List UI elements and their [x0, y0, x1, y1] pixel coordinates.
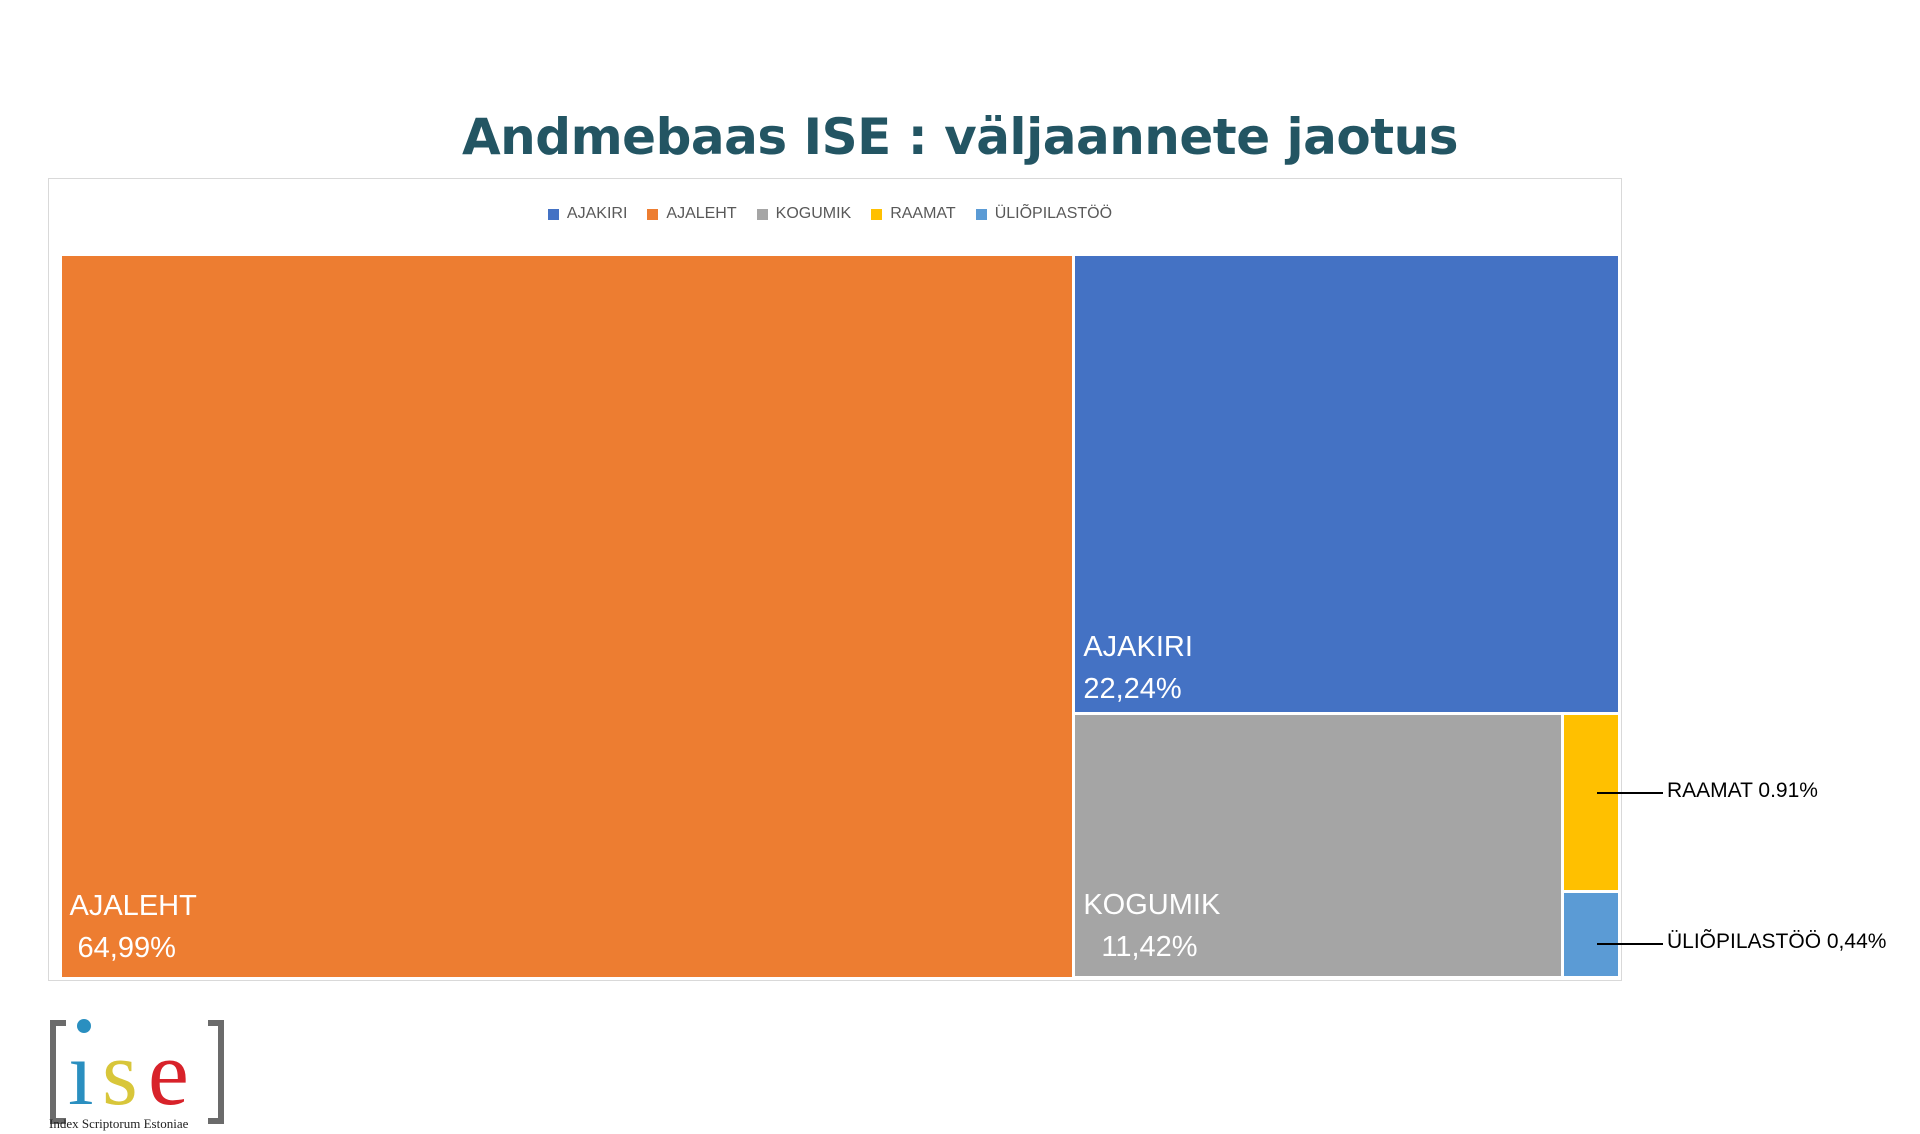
- tile-label-ajakiri: AJAKIRI 22,24%: [1083, 626, 1193, 710]
- treemap-tile-ajakiri: AJAKIRI 22,24%: [1075, 255, 1619, 713]
- tile-value-ajakiri: 22,24%: [1083, 673, 1182, 706]
- legend-label-raamat: RAAMAT: [890, 205, 956, 222]
- tile-label-ajaleht: AJALEHT 64,99%: [70, 885, 197, 969]
- tile-name-ajaleht: AJALEHT: [69, 889, 197, 922]
- legend-swatch-kogumik: [756, 208, 768, 220]
- logo-letter-e: e: [148, 1022, 189, 1124]
- legend-swatch-ajakiri: [547, 208, 559, 220]
- callout-label-uliopilastoo: ÜLIÕPILASTÖÖ 0,44%: [1667, 930, 1887, 953]
- logo-letter-s: s: [102, 1022, 138, 1124]
- logo-i-dot: [77, 1019, 91, 1033]
- legend-label-uliopilastoo: ÜLIÕPILASTÖÖ: [994, 205, 1113, 222]
- legend-item-ajakiri: AJAKIRI: [547, 205, 628, 223]
- treemap-tile-raamat: [1563, 715, 1619, 891]
- tile-name-kogumik: KOGUMIK: [1083, 889, 1221, 922]
- chart-legend: AJAKIRI AJALEHT KOGUMIK RAAMAT ÜLIÕPILAS…: [0, 205, 1660, 223]
- tile-value-kogumik: 11,42%: [1101, 931, 1198, 964]
- callout-label-raamat: RAAMAT 0.91%: [1667, 779, 1818, 802]
- tile-name-ajakiri: AJAKIRI: [1083, 631, 1193, 664]
- legend-swatch-raamat: [871, 208, 883, 220]
- legend-label-ajaleht: AJALEHT: [666, 205, 737, 222]
- legend-item-kogumik: KOGUMIK: [756, 205, 852, 223]
- logo-caption: Index Scriptorum Estoniae: [49, 1116, 189, 1131]
- logo-bracket-left: [50, 1020, 66, 1124]
- treemap-tile-kogumik: KOGUMIK 11,42%: [1075, 715, 1561, 977]
- callout-line-uliopilastoo: [1597, 943, 1663, 945]
- chart-title: Andmebaas ISE : väljaannete jaotus: [461, 108, 1459, 166]
- treemap-tile-ajaleht: AJALEHT 64,99%: [61, 255, 1073, 977]
- legend-swatch-ajaleht: [647, 208, 659, 220]
- callout-line-raamat: [1597, 792, 1663, 794]
- legend-item-raamat: RAAMAT: [871, 205, 956, 223]
- logo-letter-i: ı: [68, 1022, 94, 1124]
- ise-logo: ı s e: [50, 1019, 224, 1124]
- legend-label-ajakiri: AJAKIRI: [566, 205, 628, 222]
- legend-label-kogumik: KOGUMIK: [775, 205, 852, 222]
- legend-item-ajaleht: AJALEHT: [647, 205, 737, 223]
- legend-swatch-uliopilastoo: [975, 208, 987, 220]
- treemap-tile-uliopilastoo: [1563, 893, 1619, 977]
- tile-label-kogumik: KOGUMIK 11,42%: [1083, 884, 1220, 968]
- tile-value-ajaleht: 64,99%: [77, 931, 176, 964]
- legend-item-uliopilastoo: ÜLIÕPILASTÖÖ: [975, 205, 1113, 223]
- logo-bracket-right: [208, 1020, 224, 1124]
